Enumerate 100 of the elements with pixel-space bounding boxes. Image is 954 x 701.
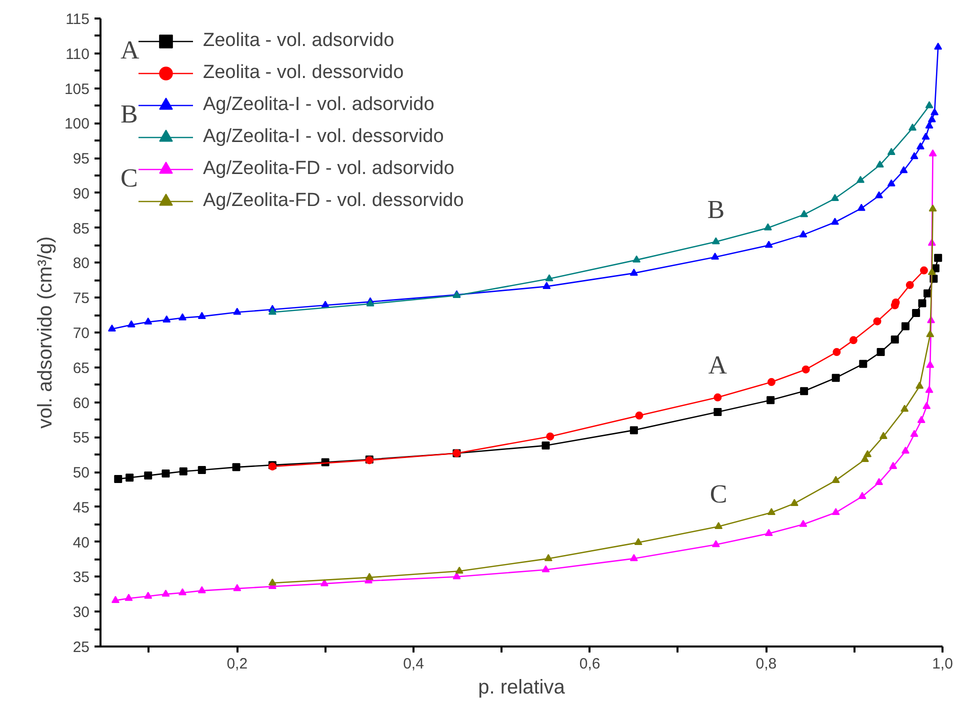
y-tick-label: 45 xyxy=(72,499,90,516)
point xyxy=(124,594,133,601)
point xyxy=(925,121,934,128)
y-tick-label: 70 xyxy=(72,325,90,342)
point xyxy=(766,396,775,404)
y-tick-label: 35 xyxy=(72,569,90,586)
point xyxy=(875,191,884,198)
point xyxy=(178,588,186,596)
legend-label: Ag/Zeolita-I - vol. dessorvido xyxy=(203,125,444,149)
point xyxy=(901,322,910,330)
point xyxy=(858,492,866,499)
x-tick-label: 0,4 xyxy=(403,656,424,672)
annotation: B xyxy=(120,100,138,128)
point xyxy=(542,442,550,450)
y-tick-label: 105 xyxy=(64,80,90,98)
point xyxy=(887,148,896,155)
point xyxy=(928,115,936,122)
annotation: A xyxy=(120,36,140,64)
y-tick-label: 40 xyxy=(72,534,90,552)
x-tick-label: 1,0 xyxy=(932,656,953,672)
point xyxy=(268,578,276,586)
point xyxy=(879,432,888,439)
point xyxy=(856,176,865,183)
point xyxy=(912,308,920,317)
point xyxy=(926,330,934,338)
legend-label: Ag/Zeolita-FD - vol. dessorvido xyxy=(203,189,464,213)
point xyxy=(198,586,206,594)
y-tick-label: 85 xyxy=(72,220,90,238)
y-tick-label: 55 xyxy=(72,430,90,447)
point xyxy=(876,160,884,168)
x-tick-label: 0,2 xyxy=(226,656,248,672)
legend-label: Zeolita - vol. adsorvido xyxy=(203,29,394,53)
point xyxy=(764,528,773,536)
point xyxy=(162,590,170,597)
point xyxy=(830,194,839,202)
point xyxy=(892,298,900,306)
point xyxy=(857,204,866,211)
y-axis-title: vol. adsorvido (cm³/g) xyxy=(34,236,56,429)
y-tick-label: 95 xyxy=(72,150,90,168)
point xyxy=(830,218,839,225)
point xyxy=(802,365,810,374)
point xyxy=(799,520,808,527)
point xyxy=(542,565,550,572)
annotation: B xyxy=(707,194,725,224)
point xyxy=(178,313,186,320)
point xyxy=(711,252,720,260)
point xyxy=(887,179,896,186)
point xyxy=(144,592,152,599)
point xyxy=(108,324,116,332)
point xyxy=(928,149,937,156)
y-tick-label: 75 xyxy=(72,290,90,308)
point xyxy=(542,282,551,289)
point xyxy=(916,142,924,150)
point xyxy=(918,299,926,308)
point xyxy=(859,360,868,368)
point xyxy=(864,450,872,458)
point xyxy=(928,268,936,276)
legend-label: Ag/Zeolita-FD - vol. adsorvido xyxy=(203,157,454,181)
point xyxy=(873,317,882,326)
legend-label: Ag/Zeolita-I - vol. adsorvido xyxy=(203,93,434,117)
point xyxy=(928,204,937,212)
point xyxy=(922,132,930,140)
point xyxy=(714,408,722,416)
y-tick-label: 25 xyxy=(72,639,90,656)
y-tick-label: 65 xyxy=(72,360,90,377)
point xyxy=(800,210,808,218)
point xyxy=(632,255,641,262)
point xyxy=(712,237,720,244)
point xyxy=(714,393,722,402)
point xyxy=(268,308,276,315)
point xyxy=(917,416,926,423)
y-tick-label: 90 xyxy=(72,185,90,202)
point xyxy=(910,430,918,437)
y-tick-label: 30 xyxy=(72,604,90,622)
point xyxy=(925,386,934,393)
point xyxy=(832,348,841,356)
point xyxy=(875,478,884,486)
point xyxy=(925,101,934,108)
point xyxy=(144,472,152,480)
x-tick-label: 0,8 xyxy=(756,656,777,672)
point xyxy=(832,476,840,483)
point xyxy=(767,378,776,386)
point xyxy=(127,320,136,328)
point xyxy=(144,317,152,325)
point xyxy=(860,454,869,462)
point xyxy=(832,374,840,382)
annotation: A xyxy=(708,350,728,380)
point xyxy=(452,572,461,580)
point xyxy=(832,508,840,516)
point xyxy=(162,315,171,322)
point xyxy=(890,335,899,344)
point xyxy=(910,152,918,160)
point xyxy=(926,360,934,368)
point xyxy=(162,469,170,478)
y-tick-label: 115 xyxy=(66,11,90,28)
point xyxy=(908,124,917,131)
y-tick-label: 50 xyxy=(72,464,90,482)
point xyxy=(934,42,942,50)
point xyxy=(900,166,908,174)
point xyxy=(455,566,464,574)
